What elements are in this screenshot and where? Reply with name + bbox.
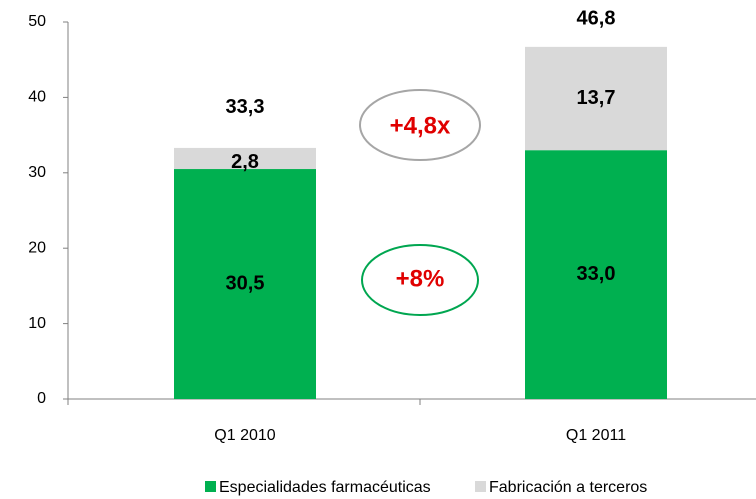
value-label: 2,8 [231, 151, 259, 173]
annotation-ellipse [359, 89, 481, 161]
legend-label: Especialidades farmacéuticas [219, 479, 431, 496]
y-tick-label: 0 [37, 390, 46, 407]
value-label: 13,7 [577, 87, 616, 109]
bar-segment [174, 147, 316, 170]
x-tick-label: Q1 2010 [214, 427, 275, 444]
bar-segment [174, 169, 316, 399]
y-tick-label: 40 [28, 89, 46, 106]
x-tick-label: Q1 2011 [566, 427, 626, 444]
y-tick-label: 30 [28, 164, 46, 181]
bar-segment [525, 150, 667, 399]
value-label: 30,5 [226, 272, 265, 294]
total-label: 33,3 [226, 96, 265, 118]
legend-swatch [205, 481, 216, 492]
y-tick-label: 20 [28, 239, 46, 256]
annotation: +4,8x [390, 112, 451, 139]
total-label: 46,8 [577, 7, 616, 29]
value-label: 33,0 [577, 263, 616, 285]
y-tick-label: 10 [28, 315, 46, 332]
y-tick-label: 50 [28, 13, 46, 30]
annotation-ellipse [361, 244, 479, 316]
bar-segment [525, 46, 667, 151]
legend-label: Fabricación a terceros [489, 479, 647, 496]
legend-swatch [475, 481, 486, 492]
annotation: +8% [396, 265, 445, 292]
